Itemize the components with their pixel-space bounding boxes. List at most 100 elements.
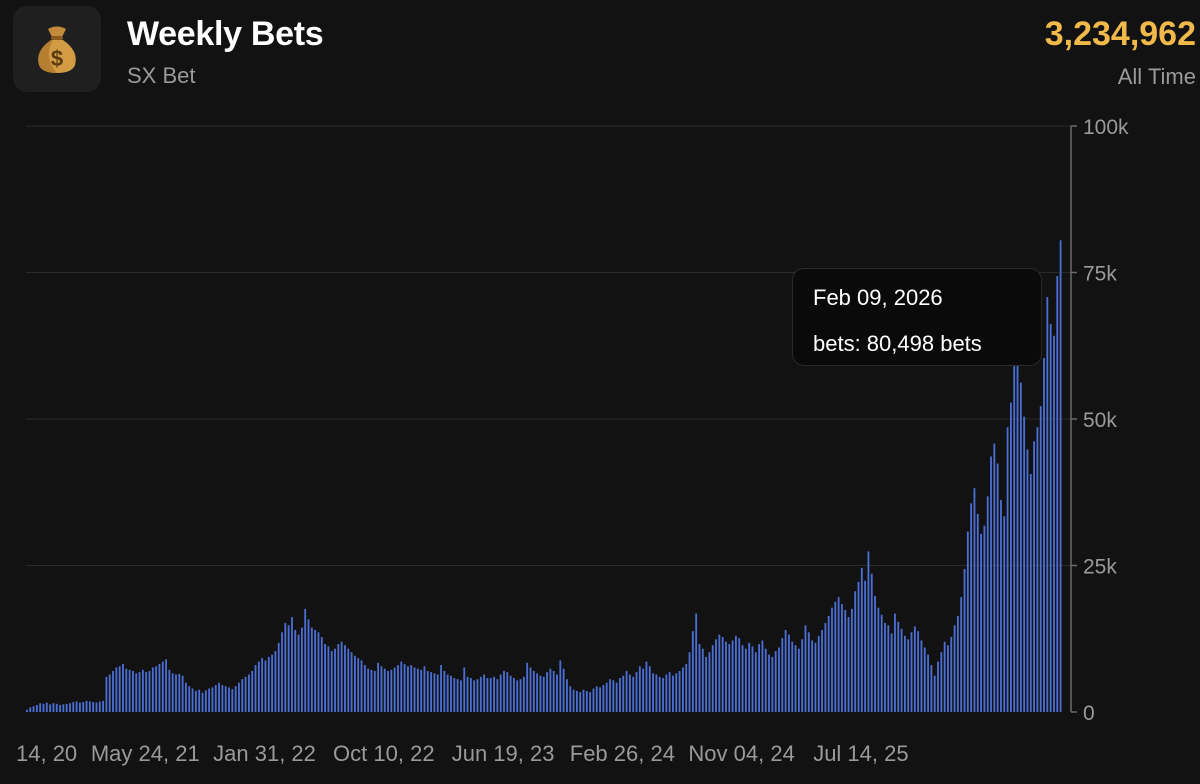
bar bbox=[860, 567, 863, 712]
bar bbox=[191, 688, 194, 712]
bar bbox=[890, 633, 893, 712]
bar bbox=[983, 525, 986, 712]
bar bbox=[658, 676, 661, 712]
bar bbox=[350, 652, 353, 712]
bar bbox=[768, 654, 770, 712]
bar bbox=[638, 666, 641, 712]
bar bbox=[393, 667, 396, 712]
bar bbox=[519, 679, 522, 712]
bar bbox=[884, 622, 886, 712]
x-tick-label: 14, 20 bbox=[16, 741, 77, 766]
bar bbox=[870, 573, 873, 712]
bar bbox=[400, 661, 403, 712]
bar bbox=[615, 682, 618, 712]
bar bbox=[244, 676, 247, 712]
bar bbox=[410, 665, 413, 712]
bar bbox=[526, 662, 529, 712]
bar bbox=[334, 648, 336, 712]
bar bbox=[370, 669, 373, 712]
bar bbox=[956, 615, 959, 712]
bar bbox=[960, 597, 963, 712]
bar bbox=[1049, 324, 1052, 712]
bar bbox=[254, 665, 257, 712]
bar bbox=[953, 625, 956, 712]
bar bbox=[317, 632, 320, 712]
bar bbox=[397, 665, 399, 712]
bar bbox=[327, 646, 330, 712]
bar bbox=[933, 675, 936, 712]
bar bbox=[532, 670, 535, 712]
bar bbox=[582, 689, 585, 712]
app-icon-tile: $ bbox=[13, 6, 101, 92]
bar bbox=[52, 703, 55, 712]
bar bbox=[751, 646, 754, 712]
bar bbox=[440, 665, 442, 712]
bar bbox=[1059, 240, 1062, 712]
bar bbox=[628, 674, 631, 712]
y-tick-label: 75k bbox=[1083, 263, 1117, 286]
bar bbox=[224, 686, 227, 712]
bar bbox=[844, 610, 847, 712]
bar bbox=[847, 617, 850, 712]
y-tick-label: 100k bbox=[1083, 116, 1129, 139]
bar bbox=[433, 673, 436, 712]
bar bbox=[201, 692, 204, 712]
bar bbox=[817, 635, 820, 712]
bar bbox=[595, 686, 598, 712]
bar bbox=[599, 687, 601, 712]
bar bbox=[291, 617, 293, 712]
bar bbox=[204, 690, 207, 712]
bar bbox=[214, 685, 217, 712]
bar bbox=[771, 656, 774, 712]
bar bbox=[198, 689, 201, 712]
bar bbox=[92, 702, 95, 712]
y-tick-label: 50k bbox=[1083, 409, 1117, 432]
bar bbox=[62, 704, 65, 712]
bar bbox=[569, 686, 572, 712]
bar bbox=[774, 651, 777, 712]
bar bbox=[973, 488, 976, 712]
bar bbox=[725, 641, 727, 712]
bar bbox=[347, 648, 350, 712]
bar bbox=[423, 666, 426, 712]
bar bbox=[105, 676, 108, 712]
bar bbox=[463, 667, 466, 712]
bar bbox=[950, 636, 953, 712]
bar bbox=[466, 676, 469, 712]
bar bbox=[566, 679, 568, 712]
bar bbox=[990, 456, 992, 712]
bar bbox=[708, 652, 711, 712]
bar bbox=[1016, 355, 1019, 712]
bar bbox=[549, 668, 552, 712]
bar bbox=[380, 666, 383, 712]
bar bbox=[642, 668, 645, 712]
bar bbox=[619, 678, 621, 712]
bar bbox=[155, 666, 158, 712]
bar bbox=[821, 629, 823, 712]
bar bbox=[1053, 335, 1055, 712]
bar bbox=[831, 607, 833, 712]
bar bbox=[271, 654, 273, 712]
bar bbox=[1026, 449, 1029, 712]
bar bbox=[804, 625, 807, 712]
bar bbox=[748, 642, 751, 712]
bar bbox=[632, 676, 635, 712]
bar bbox=[788, 634, 790, 712]
bar bbox=[715, 639, 717, 712]
bar bbox=[834, 601, 837, 712]
bar bbox=[145, 672, 148, 712]
bar bbox=[1019, 382, 1022, 712]
bar bbox=[625, 670, 628, 712]
bar bbox=[718, 634, 721, 712]
bar bbox=[132, 670, 134, 712]
bar bbox=[469, 678, 472, 712]
bar bbox=[161, 661, 164, 712]
bar bbox=[413, 667, 416, 712]
bar bbox=[1033, 441, 1035, 712]
bar bbox=[1039, 406, 1042, 712]
bar bbox=[794, 645, 797, 712]
bar bbox=[691, 631, 694, 712]
bar bbox=[420, 669, 423, 712]
bar bbox=[194, 690, 197, 712]
